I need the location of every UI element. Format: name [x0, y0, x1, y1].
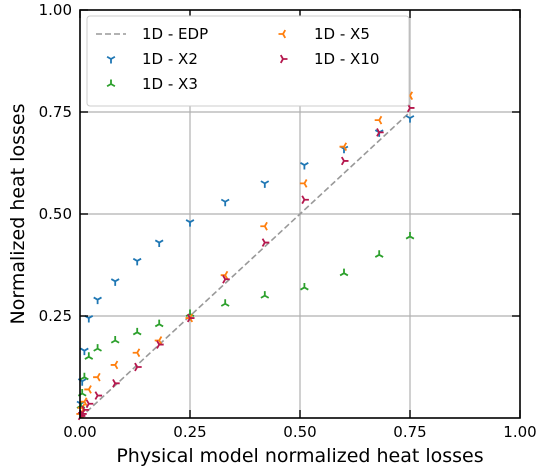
- y-tick-label: 0.25: [39, 307, 72, 325]
- data-point: [260, 221, 268, 231]
- legend-swatch: [106, 79, 116, 88]
- data-point: [93, 344, 102, 352]
- data-point: [299, 179, 308, 188]
- data-point: [374, 115, 383, 125]
- legend-items: 1D - EDP 1D - X2 1D - X3 1D - X5 1D - X10: [96, 25, 379, 93]
- data-point: [85, 399, 94, 409]
- data-point: [110, 335, 120, 344]
- data-point: [220, 198, 230, 207]
- legend-label: 1D - X2: [142, 50, 198, 68]
- series-1d-x3: [76, 231, 415, 409]
- data-point: [132, 257, 142, 266]
- legend-item-1d-x5: 1D - X5: [278, 25, 370, 43]
- data-point: [405, 115, 415, 123]
- y-axis-label: Normalized heat losses: [7, 104, 29, 325]
- series-1d-x2: [76, 115, 415, 409]
- data-point: [112, 378, 120, 388]
- data-point: [80, 347, 89, 356]
- data-point: [220, 299, 230, 307]
- x-tick-label: 0.25: [173, 423, 206, 441]
- legend-box: [86, 15, 410, 107]
- series-1d-x5: [76, 91, 414, 419]
- legend-swatch: [278, 29, 287, 39]
- legend-item-1d-x10: 1D - X10: [279, 50, 379, 68]
- x-tick-label: 0.00: [63, 423, 96, 441]
- data-point: [132, 327, 142, 336]
- data-point: [110, 360, 119, 370]
- data-point: [405, 231, 415, 240]
- axis-ticks: 0.00 0.25 0.50 0.75 1.00 0.25 0.50 0.75 1.00: [39, 1, 537, 441]
- legend-label: 1D - X3: [142, 75, 198, 93]
- reference-line-layer: [79, 111, 411, 419]
- data-points-layer: [76, 91, 415, 421]
- legend: 1D - EDP 1D - X2 1D - X3 1D - X5 1D - X10: [86, 15, 410, 107]
- data-point: [374, 250, 384, 258]
- x-tick-label: 0.75: [393, 423, 426, 441]
- legend-item-1d-x2: 1D - X2: [106, 50, 198, 68]
- data-point: [93, 372, 101, 382]
- x-axis-label: Physical model normalized heat losses: [116, 445, 483, 467]
- data-point: [84, 385, 92, 394]
- data-point: [185, 219, 195, 227]
- y-tick-label: 0.50: [39, 205, 72, 223]
- data-point: [260, 291, 270, 299]
- data-point: [134, 362, 142, 372]
- data-point: [300, 162, 309, 170]
- y-tick-label: 0.75: [39, 103, 72, 121]
- x-tick-label: 1.00: [503, 423, 536, 441]
- data-point: [84, 352, 94, 360]
- data-point: [261, 238, 270, 247]
- data-point: [301, 195, 309, 205]
- data-point: [340, 156, 349, 166]
- legend-label: 1D - EDP: [142, 25, 208, 43]
- data-point: [156, 340, 164, 349]
- data-point: [376, 128, 384, 137]
- data-point: [154, 239, 164, 248]
- reference-line-edp: [79, 111, 411, 419]
- data-point: [80, 372, 89, 381]
- data-point: [339, 142, 348, 152]
- legend-swatch: [106, 55, 116, 64]
- data-point: [84, 315, 94, 323]
- legend-item-1d-edp: 1D - EDP: [96, 25, 208, 43]
- legend-swatch: [279, 54, 288, 64]
- data-point: [339, 268, 349, 277]
- y-tick-label: 1.00: [39, 1, 72, 19]
- data-point: [132, 348, 141, 358]
- data-point: [93, 296, 102, 305]
- legend-label: 1D - X5: [314, 25, 370, 43]
- data-point: [186, 313, 195, 323]
- data-point: [300, 282, 309, 291]
- data-point: [222, 274, 230, 284]
- data-point: [260, 180, 270, 188]
- data-point: [94, 391, 103, 400]
- data-point: [81, 405, 89, 415]
- legend-label: 1D - X10: [314, 50, 379, 68]
- x-tick-label: 0.50: [283, 423, 316, 441]
- data-point: [110, 278, 120, 286]
- series-1d-x10: [77, 103, 415, 421]
- legend-item-1d-x3: 1D - X3: [106, 75, 198, 93]
- data-point: [154, 319, 164, 328]
